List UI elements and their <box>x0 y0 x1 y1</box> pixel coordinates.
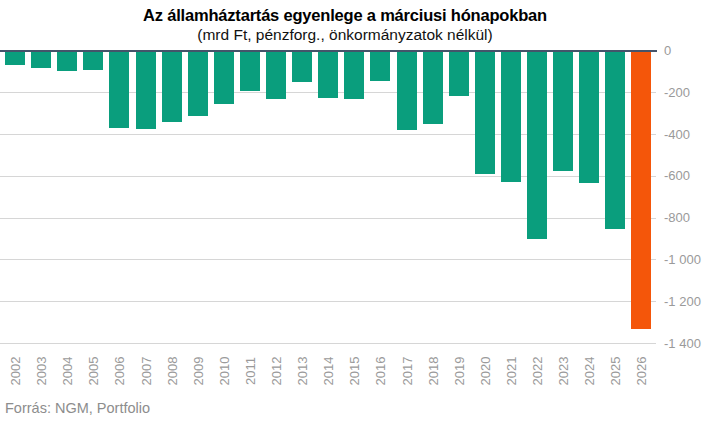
bar-2026 <box>631 51 651 329</box>
bar-2018 <box>423 51 443 124</box>
bar-2002 <box>5 51 25 65</box>
x-tick-label: 2018 <box>425 357 440 386</box>
x-tick-label: 2025 <box>608 357 623 386</box>
bar-2025 <box>605 51 625 229</box>
gridline <box>0 176 656 177</box>
bar-2008 <box>162 51 182 122</box>
x-tick-label: 2014 <box>321 357 336 386</box>
x-tick-label: 2024 <box>582 357 597 386</box>
bar-2016 <box>370 51 390 81</box>
bar-2020 <box>475 51 495 174</box>
bar-2017 <box>397 51 417 130</box>
x-tick-label: 2019 <box>451 357 466 386</box>
zero-axis-line <box>0 50 657 52</box>
x-tick-label: 2008 <box>164 357 179 386</box>
bar-2022 <box>527 51 547 239</box>
bar-2005 <box>83 51 103 70</box>
x-tick-label: 2002 <box>8 357 23 386</box>
bar-2007 <box>136 51 156 129</box>
bar-2004 <box>57 51 77 71</box>
x-tick-label: 2007 <box>138 357 153 386</box>
bar-2013 <box>292 51 312 82</box>
gridline <box>0 259 656 260</box>
x-tick-label: 2006 <box>112 357 127 386</box>
x-tick-label: 2026 <box>634 357 649 386</box>
bar-2023 <box>553 51 573 171</box>
y-tick-label: -1 200 <box>664 294 701 309</box>
x-tick-label: 2020 <box>477 357 492 386</box>
bar-2009 <box>188 51 208 116</box>
y-tick-label: -400 <box>664 127 690 142</box>
x-tick-label: 2003 <box>34 357 49 386</box>
source-caption: Forrás: NGM, Portfolio <box>5 400 150 416</box>
bar-2015 <box>344 51 364 99</box>
y-tick-label: -600 <box>664 168 690 183</box>
y-tick-label: -200 <box>664 85 690 100</box>
y-tick-label: 0 <box>664 43 671 58</box>
x-tick-label: 2013 <box>295 357 310 386</box>
bar-2006 <box>109 51 129 128</box>
plot-area: 0 -200 -400 -600 -800 -1 000 -1 200 -1 400 2002 2… <box>0 0 709 423</box>
gridline <box>0 218 656 219</box>
bar-2010 <box>214 51 234 104</box>
gridline <box>0 343 656 344</box>
x-tick-label: 2017 <box>399 357 414 386</box>
x-tick-label: 2015 <box>347 357 362 386</box>
x-tick-label: 2004 <box>60 357 75 386</box>
x-tick-label: 2012 <box>269 357 284 386</box>
x-tick-label: 2010 <box>216 357 231 386</box>
y-tick-label: -800 <box>664 210 690 225</box>
bar-2003 <box>31 51 51 68</box>
bar-2021 <box>501 51 521 182</box>
x-tick-label: 2011 <box>242 357 257 385</box>
x-tick-label: 2021 <box>503 357 518 386</box>
bar-2012 <box>266 51 286 99</box>
x-tick-label: 2009 <box>190 357 205 386</box>
bar-2014 <box>318 51 338 98</box>
bar-2011 <box>240 51 260 91</box>
x-tick-label: 2005 <box>86 357 101 386</box>
bar-2019 <box>449 51 469 96</box>
y-tick-label: -1 400 <box>664 336 701 351</box>
y-tick-label: -1 000 <box>664 252 701 267</box>
bar-2024 <box>579 51 599 183</box>
x-tick-label: 2023 <box>556 357 571 386</box>
x-tick-label: 2016 <box>373 357 388 386</box>
gridline <box>0 301 656 302</box>
chart-canvas: Az államháztartás egyenlege a márciusi h… <box>0 0 709 423</box>
x-tick-label: 2022 <box>530 357 545 386</box>
